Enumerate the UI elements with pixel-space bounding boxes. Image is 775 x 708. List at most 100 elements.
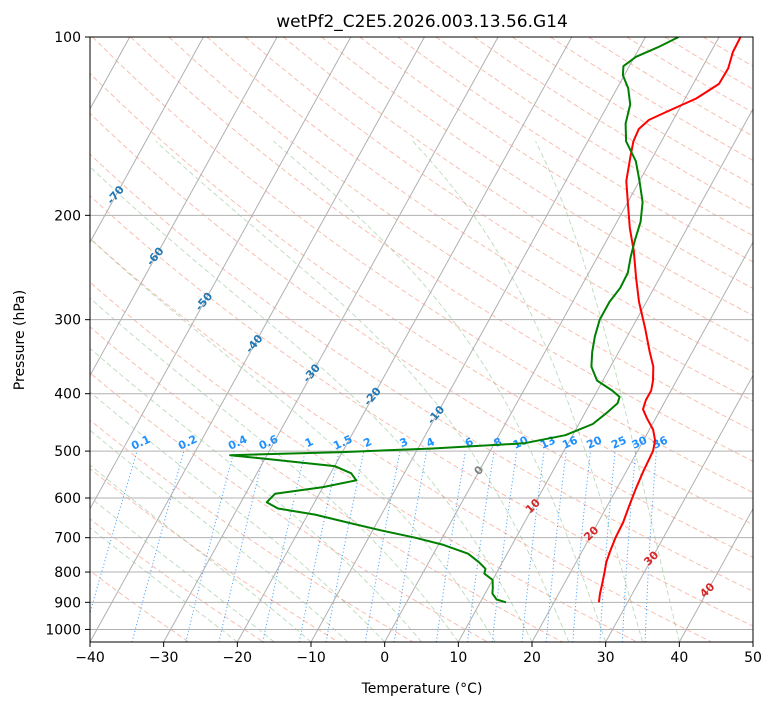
moist-adiabat — [90, 527, 238, 642]
dry-adiabat — [90, 372, 488, 642]
x-tick-label: −30 — [149, 650, 179, 666]
y-axis-label: Pressure (hPa) — [12, 290, 28, 390]
isotherm-label: -20 — [361, 385, 384, 409]
mixing-ratio-line — [644, 451, 657, 642]
mixing-ratio-label: 1 — [303, 435, 315, 450]
mixing-ratio-label: 30 — [630, 433, 650, 451]
y-tick-label: 1000 — [45, 622, 81, 638]
isotherm-label: -80 — [60, 129, 83, 153]
dry-adiabat — [359, 37, 753, 289]
mixing-ratio-label: 0.1 — [129, 433, 152, 453]
temperature-profile — [597, 37, 742, 603]
dry-adiabat — [90, 112, 753, 558]
dry-adiabat — [90, 326, 563, 642]
x-tick-label: 20 — [523, 650, 541, 666]
mixing-ratio-line — [90, 450, 138, 615]
mixing-ratio-line — [325, 450, 365, 642]
dry-adiabat — [90, 570, 190, 642]
dry-adiabat — [90, 195, 753, 627]
moist-adiabat — [90, 429, 349, 642]
y-tick-label: 600 — [54, 491, 81, 507]
isotherm-line — [457, 107, 753, 642]
dry-adiabat — [664, 37, 753, 90]
mixing-ratio-line — [491, 451, 518, 642]
warm-isotherm-label: 0 — [472, 463, 487, 478]
x-tick-label: −20 — [223, 650, 253, 666]
isotherm-line — [752, 640, 753, 642]
dry-adiabat — [90, 518, 264, 642]
isotherm-line — [90, 37, 278, 377]
moist-adiabat — [273, 140, 607, 642]
mixing-ratio-label: 20 — [585, 433, 605, 451]
y-tick-label: 100 — [54, 30, 81, 46]
x-axis: −40 −30 −20 −10 0 10 20 30 40 50 — [75, 642, 762, 666]
dry-adiabat — [702, 37, 753, 67]
isotherm-line — [163, 37, 499, 642]
warm-isotherm-label: 30 — [641, 548, 661, 568]
warm-isotherm-label: 20 — [581, 523, 601, 543]
x-tick-label: −40 — [75, 650, 105, 666]
isotherm-label: -10 — [425, 403, 448, 427]
mixing-ratio-label: 13 — [538, 434, 557, 452]
isotherm-label: -50 — [193, 290, 216, 314]
isotherm-line — [531, 241, 753, 642]
x-tick-label: 30 — [597, 650, 615, 666]
x-axis-label: Temperature (°C) — [361, 681, 483, 697]
mixing-ratio-line — [218, 450, 266, 642]
mixing-ratio-label: 0.4 — [226, 432, 249, 452]
moist-adiabat — [90, 496, 275, 642]
warm-isotherm-label: 10 — [523, 496, 543, 516]
x-tick-label: 0 — [380, 650, 389, 666]
isotherm-line — [90, 37, 204, 244]
mixing-ratio-line — [298, 450, 340, 642]
y-tick-label: 300 — [54, 313, 81, 329]
isotherm-line — [605, 374, 753, 642]
chart-title: wetPf2_C2E5.2026.003.13.56.G14 — [276, 12, 568, 32]
dry-adiabat — [90, 153, 753, 592]
plot-area: -100-90-80-70-60-50-40-30-20-10010203040… — [9, 37, 753, 642]
mixing-ratio-label: 6 — [463, 435, 476, 450]
mixing-ratio-line — [467, 451, 495, 642]
y-tick-label: 800 — [54, 565, 81, 581]
dry-adiabat — [92, 37, 753, 494]
moist-adiabat — [412, 140, 643, 642]
x-tick-label: −10 — [296, 650, 326, 666]
dry-adiabat — [90, 237, 712, 642]
dry-adiabat — [130, 37, 753, 462]
mixing-ratio-line — [393, 451, 428, 642]
y-tick-label: 500 — [54, 444, 81, 460]
x-tick-label: 10 — [449, 650, 467, 666]
dry-adiabat — [168, 37, 753, 432]
isotherm-line — [90, 37, 352, 510]
x-tick-label: 50 — [744, 650, 762, 666]
dry-adiabat — [321, 37, 753, 317]
mixing-ratio-label: 2 — [361, 435, 373, 450]
isotherm-label: -60 — [144, 244, 167, 268]
isotherm-line — [384, 37, 720, 642]
mixing-ratio-line — [621, 451, 637, 642]
isotherm-label: -30 — [300, 361, 323, 385]
moist-adiabat — [90, 166, 533, 642]
dry-adiabat — [90, 281, 638, 642]
y-axis: 100 200 300 400 500 600 700 800 900 1000 — [45, 30, 90, 638]
isotherm-label: -90 — [9, 88, 32, 112]
y-tick-label: 900 — [54, 595, 81, 611]
dry-adiabat — [550, 37, 753, 161]
dry-adiabat — [206, 37, 753, 402]
warm-isotherm-label: 40 — [697, 580, 717, 600]
isotherm-line — [310, 37, 646, 642]
isotherm-line — [90, 37, 425, 642]
moist-adiabat — [535, 141, 680, 642]
moist-adiabat — [90, 464, 312, 642]
dry-adiabat — [90, 72, 753, 526]
dry-adiabat — [588, 37, 753, 137]
mixing-ratio-label: 0.6 — [257, 432, 280, 452]
dewpoint-profile — [229, 37, 680, 604]
y-tick-label: 200 — [54, 208, 81, 224]
dry-adiabat — [435, 37, 753, 237]
x-tick-label: 40 — [670, 650, 688, 666]
mixing-ratio-line — [262, 450, 306, 642]
y-tick-label: 400 — [54, 387, 81, 403]
plot-frame — [89, 36, 754, 643]
isotherm-label: -40 — [243, 332, 266, 356]
